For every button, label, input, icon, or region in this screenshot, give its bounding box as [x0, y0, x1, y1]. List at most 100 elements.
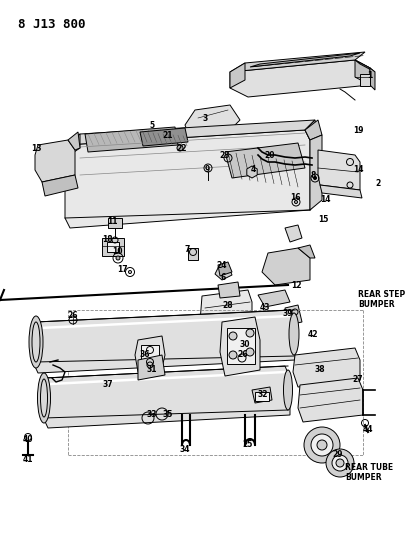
Text: REAR STEP: REAR STEP	[357, 290, 404, 299]
Bar	[107, 242, 119, 252]
Polygon shape	[257, 290, 289, 307]
Text: 43: 43	[259, 303, 270, 311]
Polygon shape	[65, 120, 314, 145]
Polygon shape	[224, 143, 304, 178]
Text: 10: 10	[111, 247, 122, 256]
Circle shape	[128, 271, 131, 273]
Polygon shape	[68, 132, 80, 150]
Text: 36: 36	[139, 351, 150, 359]
Polygon shape	[354, 60, 369, 85]
Polygon shape	[32, 310, 294, 373]
Text: 17: 17	[116, 265, 127, 274]
Polygon shape	[140, 128, 188, 146]
Circle shape	[228, 332, 237, 340]
Text: 15: 15	[317, 215, 327, 224]
Polygon shape	[217, 262, 231, 276]
Text: 38: 38	[314, 366, 324, 375]
Text: BUMPER: BUMPER	[344, 473, 381, 482]
Polygon shape	[230, 52, 364, 72]
Polygon shape	[292, 348, 359, 387]
Circle shape	[325, 449, 353, 477]
Polygon shape	[284, 305, 301, 325]
Text: 39: 39	[282, 309, 292, 318]
Circle shape	[245, 348, 254, 356]
Text: 7: 7	[184, 246, 189, 254]
Polygon shape	[85, 127, 177, 152]
Text: 11: 11	[107, 217, 117, 227]
Polygon shape	[309, 135, 321, 210]
Text: 29: 29	[332, 450, 342, 459]
Text: 40: 40	[23, 435, 33, 445]
Ellipse shape	[288, 313, 298, 355]
Text: 28: 28	[222, 301, 233, 310]
Polygon shape	[65, 130, 309, 228]
Polygon shape	[261, 248, 309, 285]
Text: 9: 9	[204, 166, 209, 174]
Polygon shape	[230, 63, 244, 88]
Bar	[102, 238, 124, 256]
Polygon shape	[35, 140, 75, 182]
Polygon shape	[138, 355, 164, 380]
Text: 21: 21	[162, 131, 173, 140]
Polygon shape	[185, 105, 239, 138]
Text: 31: 31	[146, 366, 157, 375]
Circle shape	[177, 145, 183, 151]
Circle shape	[245, 329, 254, 337]
Circle shape	[228, 351, 237, 359]
Text: 8 J13 800: 8 J13 800	[18, 18, 85, 31]
Text: 18: 18	[101, 236, 112, 245]
Text: 22: 22	[176, 143, 187, 152]
Bar	[359, 74, 369, 86]
Polygon shape	[249, 53, 359, 67]
Polygon shape	[354, 60, 374, 72]
Text: 13: 13	[31, 143, 41, 152]
Circle shape	[335, 459, 343, 467]
Bar	[108, 218, 122, 228]
Bar	[254, 392, 269, 401]
Text: 16: 16	[289, 192, 300, 201]
Text: 2: 2	[375, 179, 380, 188]
Text: 35: 35	[162, 410, 173, 419]
Text: 4: 4	[250, 166, 255, 174]
Ellipse shape	[40, 379, 47, 417]
Polygon shape	[65, 134, 80, 158]
Text: 37: 37	[102, 381, 113, 390]
Text: 12: 12	[290, 280, 301, 289]
Polygon shape	[42, 366, 289, 428]
Text: 1: 1	[367, 70, 372, 79]
Bar	[141, 345, 159, 367]
Polygon shape	[42, 175, 78, 196]
Polygon shape	[304, 120, 321, 140]
Text: 3: 3	[202, 114, 207, 123]
Polygon shape	[317, 150, 359, 190]
Text: 6: 6	[220, 273, 225, 282]
Circle shape	[294, 200, 297, 204]
Text: 25: 25	[242, 440, 253, 449]
Polygon shape	[297, 378, 362, 422]
Polygon shape	[217, 282, 239, 298]
Polygon shape	[297, 245, 314, 258]
Text: 44: 44	[362, 425, 372, 434]
Text: 33: 33	[146, 410, 157, 419]
Polygon shape	[369, 68, 374, 90]
Text: 5: 5	[149, 120, 154, 130]
Circle shape	[310, 434, 332, 456]
Bar	[226, 328, 254, 364]
Circle shape	[313, 176, 316, 180]
Polygon shape	[252, 387, 271, 403]
Circle shape	[303, 427, 339, 463]
Ellipse shape	[37, 373, 50, 423]
Text: 42: 42	[307, 330, 318, 340]
Text: 26: 26	[68, 311, 78, 319]
Text: 8: 8	[309, 171, 315, 180]
Text: REAR TUBE: REAR TUBE	[344, 463, 392, 472]
Ellipse shape	[283, 370, 292, 410]
Polygon shape	[319, 185, 361, 198]
Polygon shape	[200, 290, 252, 337]
Polygon shape	[215, 265, 231, 280]
Text: 27: 27	[352, 376, 362, 384]
Text: 20: 20	[264, 150, 275, 159]
Text: 23: 23	[219, 150, 230, 159]
Text: 19: 19	[352, 125, 362, 134]
Circle shape	[331, 455, 347, 471]
